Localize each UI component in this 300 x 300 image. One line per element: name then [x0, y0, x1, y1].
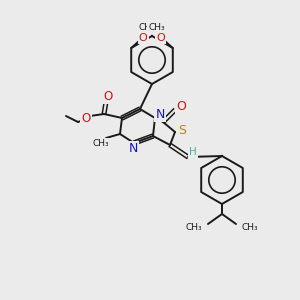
Text: CH₃: CH₃ [148, 22, 165, 32]
Text: O: O [176, 100, 186, 113]
Text: CH₃: CH₃ [242, 224, 259, 232]
Text: O: O [139, 33, 148, 43]
Text: O: O [81, 112, 91, 125]
Text: O: O [103, 89, 112, 103]
Text: H: H [189, 147, 197, 157]
Text: CH₃: CH₃ [93, 140, 109, 148]
Text: N: N [155, 107, 165, 121]
Text: N: N [128, 142, 138, 155]
Text: CH₃: CH₃ [185, 224, 202, 232]
Text: O: O [156, 33, 165, 43]
Text: S: S [178, 124, 186, 137]
Text: CH₃: CH₃ [139, 22, 155, 32]
